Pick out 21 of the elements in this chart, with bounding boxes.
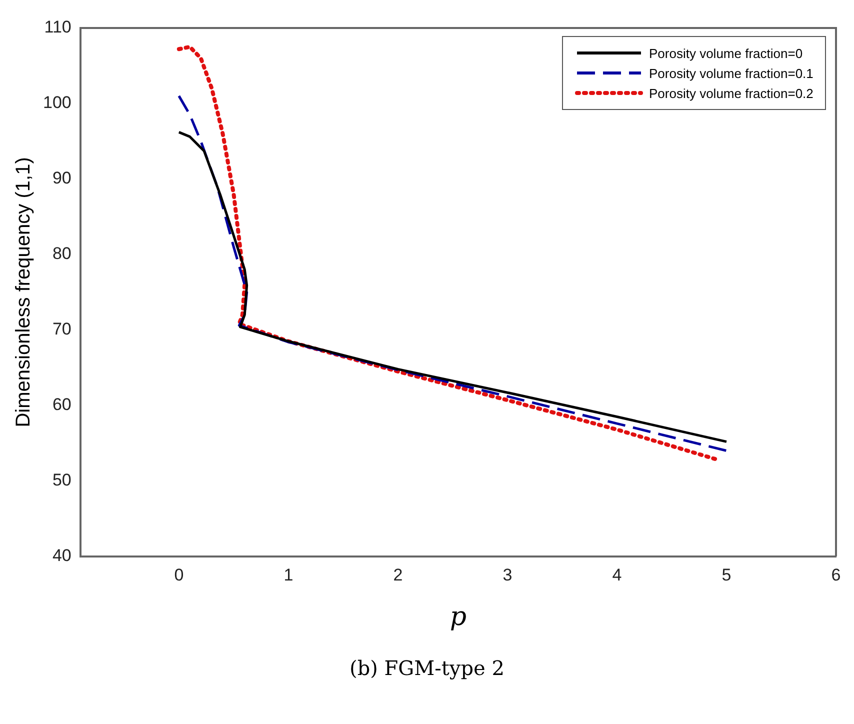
y-tick-label: 50 xyxy=(52,470,72,490)
y-tick-label: 90 xyxy=(52,168,72,188)
y-axis-title: Dimensionless frequency (1,1) xyxy=(12,157,35,428)
x-tick-label: 3 xyxy=(502,565,512,584)
x-axis-title: p xyxy=(450,602,467,632)
legend-label: Porosity volume fraction=0 xyxy=(649,46,803,60)
y-tick-label: 100 xyxy=(42,93,72,112)
y-tick-label: 70 xyxy=(52,320,72,339)
x-tick-label: 4 xyxy=(612,565,622,584)
x-tick-label: 6 xyxy=(831,565,841,584)
x-tick-label: 0 xyxy=(174,565,184,584)
x-tick-label: 1 xyxy=(284,565,294,584)
x-tick-label: 2 xyxy=(393,565,403,584)
text: (b) FGM-type 2 xyxy=(348,656,506,680)
y-tick-label: 40 xyxy=(52,546,72,566)
x-tick-label: 5 xyxy=(722,565,732,584)
y-tick-label: 60 xyxy=(52,395,72,414)
y-tick-label: 80 xyxy=(52,244,72,264)
legend-label: Porosity volume fraction=0.2 xyxy=(649,86,814,100)
legend-label: Porosity volume fraction=0.1 xyxy=(649,66,814,80)
y-tick-label: 110 xyxy=(44,18,72,37)
